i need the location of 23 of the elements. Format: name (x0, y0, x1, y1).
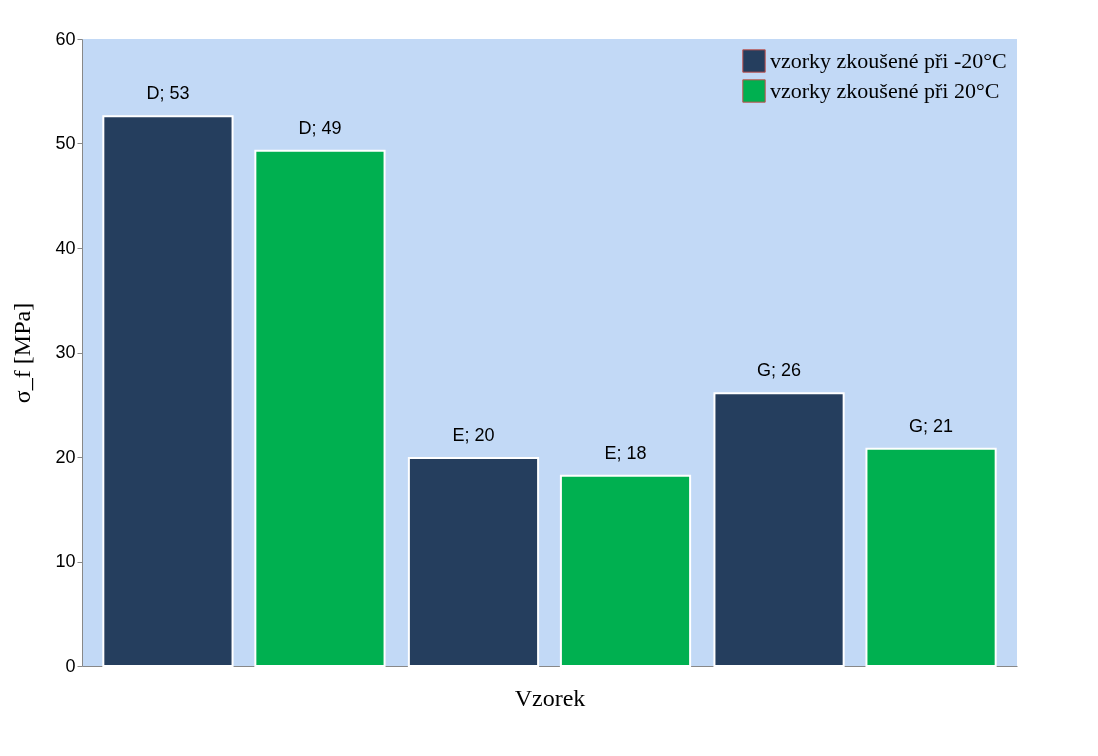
y-tick-label: 30 (55, 342, 76, 362)
y-tick-label: 0 (65, 655, 76, 676)
y-axis-title: σ_f [MPa] (9, 302, 36, 404)
data-label: G; 21 (909, 415, 954, 436)
data-label: E; 20 (452, 425, 495, 446)
bar (102, 115, 234, 667)
bar (559, 474, 692, 667)
bar (254, 149, 386, 667)
legend-label: vzorky zkoušené při -20°C (770, 48, 1007, 73)
bar (713, 392, 845, 667)
bar (865, 447, 997, 667)
bar (407, 457, 540, 667)
y-tick-label: 50 (55, 133, 76, 153)
data-label: D; 53 (146, 83, 190, 104)
data-label: E; 18 (604, 442, 647, 463)
y-tick-label: 20 (55, 446, 76, 467)
y-tick-label: 40 (55, 237, 76, 258)
data-label: D; 49 (298, 117, 342, 138)
y-tick-label: 60 (55, 28, 76, 49)
y-tick-label: 10 (55, 551, 76, 571)
x-axis-title: Vzorek (514, 684, 586, 711)
data-label: G; 26 (757, 360, 802, 381)
legend-label: vzorky zkoušené při 20°C (770, 78, 1000, 103)
